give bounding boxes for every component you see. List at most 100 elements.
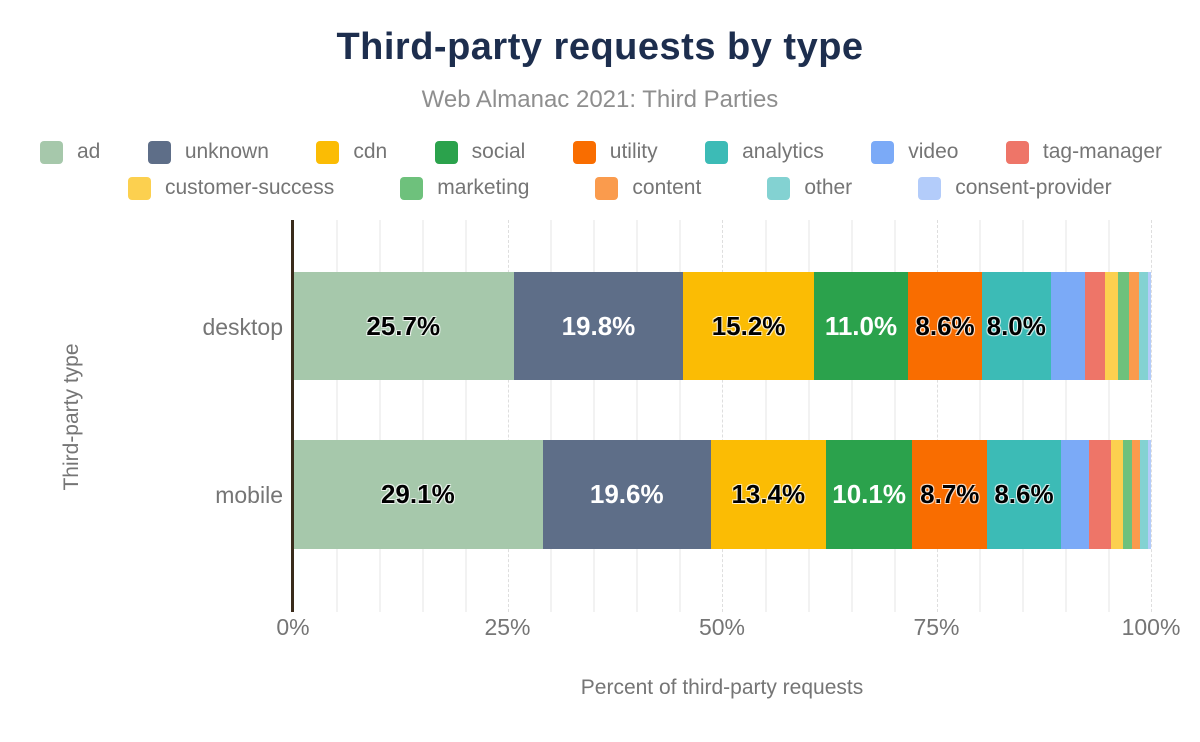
segment-value-label-desktop-unknown: 19.8% — [561, 310, 636, 341]
bar-desktop-segment-analytics[interactable]: 8.0% — [981, 272, 1051, 380]
bar-mobile-segment-marketing[interactable] — [1123, 440, 1133, 549]
segment-value-label-desktop-cdn: 15.2% — [711, 310, 786, 341]
x-tick-25pct: 25% — [484, 614, 531, 640]
legend-label-cdn: cdn — [353, 140, 388, 163]
segment-value-label-desktop-ad: 25.7% — [366, 310, 441, 341]
legend-row-2: customer-success marketing content other con… — [128, 174, 1112, 202]
x-tick-75pct: 75% — [913, 614, 960, 640]
bar-desktop-segment-ad[interactable]: 25.7% — [293, 272, 514, 380]
bar-mobile-segment-unknown[interactable]: 19.6% — [542, 440, 711, 549]
bar-mobile-segment-content[interactable] — [1132, 440, 1140, 549]
x-axis-title: Percent of third-party requests — [580, 676, 864, 699]
minor-gridline-40 — [636, 220, 639, 612]
legend-swatch-utility — [572, 140, 596, 164]
legend-label-customer-success: customer-success — [165, 176, 335, 199]
bar-mobile: 29.1% 19.6% 13.4% 10.1% 8.7% 8.6% — [293, 440, 1151, 549]
bar-desktop-segment-content[interactable] — [1128, 272, 1139, 380]
y-axis-line — [291, 220, 294, 612]
minor-gridline-20 — [464, 220, 467, 612]
bar-mobile-segment-tag-manager[interactable] — [1089, 440, 1112, 549]
legend-item-content: content — [595, 176, 701, 200]
legend-item-customer-success: customer-success — [128, 176, 334, 200]
bar-desktop-segment-other[interactable] — [1138, 272, 1149, 380]
legend-label-utility: utility — [609, 140, 658, 163]
legend-item-ad: ad — [40, 140, 100, 164]
legend-item-unknown: unknown — [147, 140, 269, 164]
bar-mobile-segment-video[interactable] — [1060, 440, 1090, 549]
legend-row-1: ad unknown cdn social utility analytics video t… — [40, 138, 1162, 166]
bar-desktop-segment-video[interactable] — [1050, 272, 1085, 380]
legend-item-marketing: marketing — [400, 176, 529, 200]
segment-value-label-mobile-analytics: 8.6% — [994, 479, 1054, 509]
segment-value-label-desktop-utility: 8.6% — [915, 310, 975, 341]
minor-gridline-90 — [1065, 220, 1068, 612]
plot-area: 25.7% 19.8% 15.2% 11.0% 8.6% 8.0% 29.1% 19.6% 1… — [293, 220, 1152, 612]
legend-label-unknown: unknown — [184, 140, 269, 163]
legend-swatch-tag-manager — [1005, 140, 1029, 164]
legend-label-marketing: marketing — [437, 176, 530, 199]
chart-title: Third-party requests by type — [336, 26, 864, 68]
minor-gridline-35 — [593, 220, 596, 612]
legend-swatch-other — [767, 176, 791, 200]
legend-swatch-ad — [40, 140, 63, 164]
bar-desktop-segment-social[interactable]: 11.0% — [813, 272, 909, 380]
bar-desktop-segment-tag-manager[interactable] — [1084, 272, 1105, 380]
chart-subtitle: Web Almanac 2021: Third Parties — [421, 86, 779, 113]
major-gridline-50 — [722, 220, 723, 612]
bar-mobile-segment-customer-success[interactable] — [1111, 440, 1124, 549]
major-gridline-75 — [936, 220, 938, 612]
legend-item-tag-manager: tag-manager — [1005, 140, 1162, 164]
legend-label-video: video — [908, 140, 959, 163]
bar-mobile-segment-consent-provider[interactable] — [1148, 440, 1151, 549]
segment-value-label-mobile-social: 10.1% — [832, 479, 906, 509]
category-label-desktop: desktop — [202, 314, 283, 340]
legend-swatch-analytics — [705, 140, 729, 164]
bar-mobile-segment-social[interactable]: 10.1% — [825, 440, 913, 549]
legend-swatch-marketing — [400, 176, 424, 200]
minor-gridline-30 — [550, 220, 553, 612]
minor-gridline-85 — [1022, 220, 1025, 612]
x-axis-ticks: 0% 25% 50% 75% 100% — [276, 614, 1180, 642]
legend-label-tag-manager: tag-manager — [1042, 140, 1162, 163]
legend-item-analytics: analytics — [705, 140, 824, 164]
legend-swatch-unknown — [147, 140, 171, 164]
legend-swatch-customer-success — [128, 176, 151, 200]
legend-label-ad: ad — [77, 140, 101, 163]
bar-desktop-segment-unknown[interactable]: 19.8% — [513, 272, 684, 380]
legend-item-social: social — [434, 140, 526, 164]
minor-gridline-5 — [335, 220, 338, 612]
minor-gridline-55 — [764, 220, 767, 612]
legend-swatch-content — [595, 176, 619, 200]
minor-gridline-65 — [850, 220, 853, 612]
x-tick-100pct: 100% — [1121, 614, 1181, 640]
y-axis-title: Third-party type — [60, 343, 83, 491]
bar-mobile-segment-ad[interactable]: 29.1% — [293, 440, 543, 549]
segment-value-label-mobile-utility: 8.7% — [920, 479, 980, 509]
segment-value-label-desktop-social: 11.0% — [824, 310, 898, 341]
legend-swatch-consent-provider — [918, 176, 942, 200]
legend-item-utility: utility — [572, 140, 658, 164]
x-tick-50pct: 50% — [698, 614, 746, 640]
bar-desktop-segment-utility[interactable]: 8.6% — [908, 272, 982, 380]
bar-desktop-segment-consent-provider[interactable] — [1148, 272, 1151, 380]
bar-desktop-segment-customer-success[interactable] — [1104, 272, 1119, 380]
bar-mobile-segment-cdn[interactable]: 13.4% — [710, 440, 826, 549]
bar-mobile-segment-analytics[interactable]: 8.6% — [987, 440, 1061, 549]
legend-swatch-social — [434, 140, 458, 164]
bar-mobile-segment-utility[interactable]: 8.7% — [912, 440, 988, 549]
major-gridline-100 — [1151, 220, 1152, 612]
segment-value-label-mobile-ad: 29.1% — [380, 479, 455, 509]
legend-item-video: video — [871, 140, 958, 164]
minor-gridline-95 — [1108, 220, 1111, 612]
legend-label-content: content — [632, 176, 702, 199]
segment-value-label-mobile-unknown: 19.6% — [589, 479, 664, 509]
bar-desktop: 25.7% 19.8% 15.2% 11.0% 8.6% 8.0% — [293, 272, 1151, 380]
minor-gridline-10 — [378, 220, 381, 612]
legend-item-other: other — [767, 176, 852, 200]
legend-item-consent-provider: consent-provider — [918, 176, 1112, 200]
bar-desktop-segment-cdn[interactable]: 15.2% — [683, 272, 814, 380]
legend-label-social: social — [471, 140, 526, 163]
bar-mobile-segment-other[interactable] — [1139, 440, 1149, 549]
bar-desktop-segment-marketing[interactable] — [1118, 272, 1129, 380]
minor-gridline-70 — [893, 220, 896, 612]
